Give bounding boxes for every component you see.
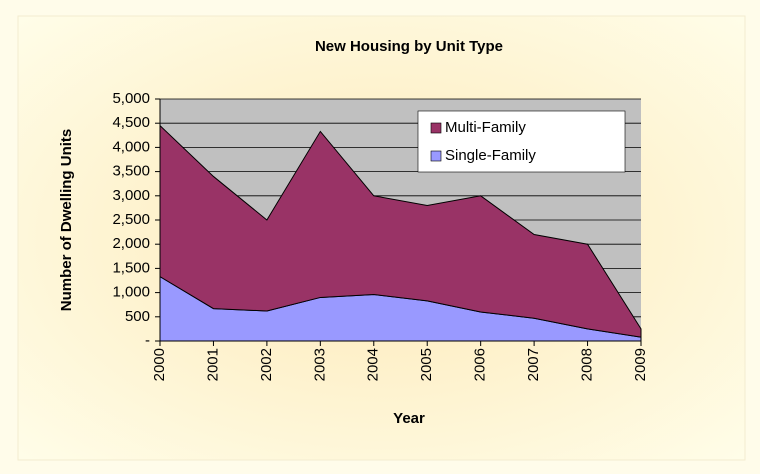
legend-label: Single-Family (445, 147, 536, 164)
axes: - 500 1,000 1,500 2,000 2,500 3,000 3,500 4,000 4… (112, 90, 649, 381)
x-axis-label: Year (393, 410, 425, 427)
legend-swatch (430, 122, 442, 134)
y-tick-label: 2,000 (112, 235, 150, 252)
y-tick-label: 4,500 (112, 114, 150, 131)
area (159, 124, 642, 338)
legend-swatch (430, 150, 442, 162)
y-tick-label: 500 (125, 308, 150, 325)
legend (417, 110, 626, 173)
x-tick-label: 2007 (525, 348, 542, 381)
x-tick-label: 2008 (579, 348, 596, 381)
x-tick-label: 2005 (418, 348, 435, 381)
x-tick-label: 2004 (365, 348, 382, 381)
x-tick-label: 2002 (258, 348, 275, 381)
x-tick-label: 2009 (632, 348, 649, 381)
y-tick-label: - (145, 332, 150, 349)
y-axis-label: Number of Dwelling Units (58, 129, 75, 312)
x-tick-label: 2000 (151, 348, 168, 381)
chart-title: New Housing by Unit Type (315, 38, 503, 55)
y-tick-label: 2,500 (112, 211, 150, 228)
x-tick-label: 2006 (472, 348, 489, 381)
y-tick-label: 3,500 (112, 163, 150, 180)
x-tick-label: 2003 (311, 348, 328, 381)
y-tick-label: 5,000 (112, 90, 150, 107)
y-tick-label: 1,000 (112, 284, 150, 301)
y-tick-label: 3,000 (112, 187, 150, 204)
x-tick-label: 2001 (204, 348, 221, 381)
legend-label: Multi-Family (445, 119, 526, 136)
y-tick-label: 1,500 (112, 259, 150, 276)
y-tick-label: 4,000 (112, 138, 150, 155)
